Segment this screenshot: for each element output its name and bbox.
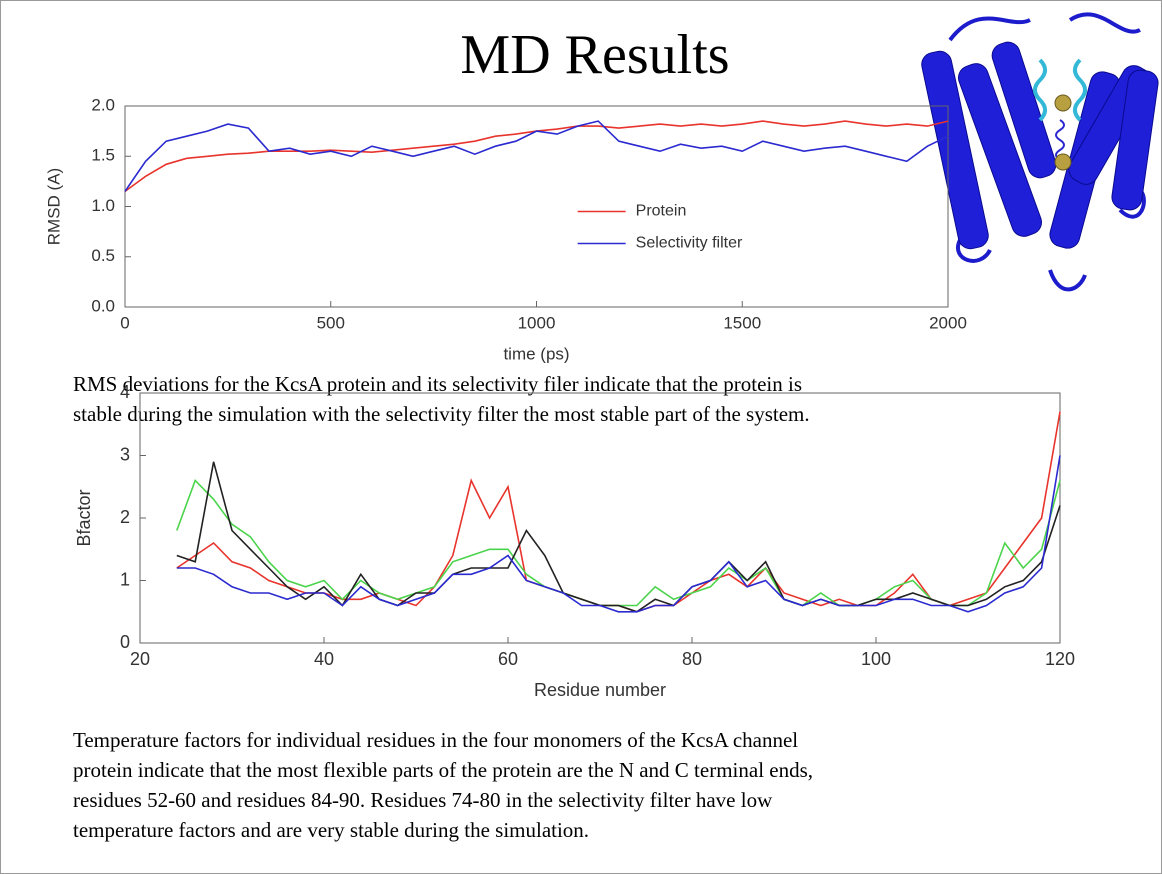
legend-label: Protein — [636, 203, 687, 220]
x-tick-label: 1000 — [518, 313, 556, 332]
caption-line: temperature factors and are very stable … — [73, 818, 589, 842]
x-tick-label: 80 — [682, 649, 702, 669]
y-tick-label: 0.0 — [91, 296, 115, 315]
caption-line: RMS deviations for the KcsA protein and … — [73, 372, 802, 396]
data-line — [176, 461, 1061, 613]
y-axis-label: RMSD (A) — [44, 168, 63, 245]
y-tick-label: 1.5 — [91, 146, 115, 165]
y-tick-label: 1.0 — [91, 196, 115, 215]
slide-title: MD Results — [460, 24, 729, 86]
x-tick-label: 120 — [1045, 649, 1075, 669]
x-tick-label: 500 — [317, 313, 345, 332]
protein-image — [921, 12, 1159, 292]
x-tick-label: 1500 — [723, 313, 761, 332]
caption-line: stable during the simulation with the se… — [73, 402, 810, 426]
data-line — [124, 120, 949, 192]
x-tick-label: 60 — [498, 649, 518, 669]
x-tick-label: 0 — [120, 313, 129, 332]
data-line — [176, 455, 1061, 613]
y-tick-label: 4 — [120, 382, 130, 402]
legend-label: Selectivity filter — [636, 235, 743, 252]
y-tick-label: 3 — [120, 444, 130, 464]
y-tick-label: 1 — [120, 569, 130, 589]
x-axis-label: time (ps) — [503, 344, 569, 363]
caption-line: Temperature factors for individual resid… — [73, 728, 798, 752]
caption-line: residues 52-60 and residues 84-90. Resid… — [73, 788, 773, 812]
y-tick-label: 0 — [120, 632, 130, 652]
y-tick-label: 0.5 — [91, 246, 115, 265]
x-axis-label: Residue number — [534, 680, 666, 700]
y-tick-label: 2.0 — [91, 95, 115, 114]
x-tick-label: 2000 — [929, 313, 967, 332]
y-tick-label: 2 — [120, 507, 130, 527]
x-tick-label: 20 — [130, 649, 150, 669]
x-tick-label: 40 — [314, 649, 334, 669]
caption-line: protein indicate that the most flexible … — [73, 758, 813, 782]
x-tick-label: 100 — [861, 649, 891, 669]
y-axis-label: Bfactor — [74, 489, 94, 546]
